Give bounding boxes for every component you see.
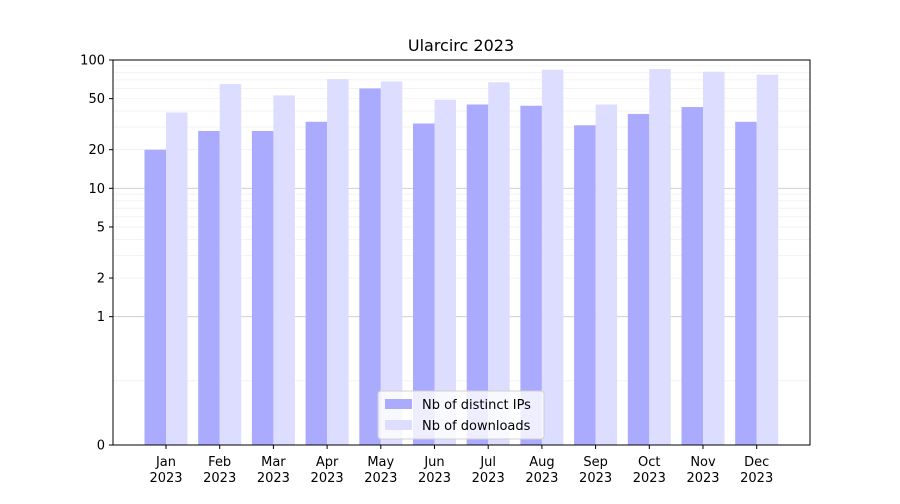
- bar-downloads: [219, 84, 242, 445]
- legend-label: Nb of downloads: [422, 419, 531, 434]
- y-tick-label: 20: [88, 143, 105, 158]
- x-tick-label: Mar 2023: [257, 455, 290, 486]
- y-tick-label: 50: [88, 92, 105, 107]
- bar-distinct-ips: [413, 123, 435, 446]
- bar-distinct-ips: [251, 130, 274, 445]
- legend-box: [377, 390, 545, 440]
- bar-distinct-ips: [574, 125, 596, 446]
- bar-distinct-ips: [144, 149, 166, 445]
- bar-distinct-ips: [466, 104, 489, 445]
- bar-downloads: [595, 104, 618, 445]
- y-tick-label: 5: [97, 220, 105, 235]
- y-tick-label: 0: [97, 439, 105, 454]
- bar-downloads: [166, 112, 188, 445]
- bar-downloads: [434, 99, 456, 445]
- chart-title: Ularcirc 2023: [408, 36, 514, 55]
- legend-swatch: [385, 399, 412, 409]
- bar-downloads: [703, 71, 725, 446]
- bar-distinct-ips: [198, 130, 220, 445]
- legend-swatch: [385, 420, 412, 430]
- x-tick-label: Sep 2023: [579, 455, 612, 486]
- bar-distinct-ips: [520, 105, 542, 446]
- legend: Nb of distinct IPs Nb of downloads: [377, 390, 545, 440]
- bars-layer: [144, 69, 779, 446]
- x-tick-label: May 2023: [364, 455, 397, 486]
- x-tick-label: Jun 2023: [418, 455, 451, 486]
- y-tick-label: 100: [80, 54, 105, 69]
- x-tick-label: Feb 2023: [203, 455, 236, 486]
- x-tick-label: Dec 2023: [740, 455, 773, 486]
- bar-distinct-ips: [359, 88, 381, 446]
- y-tick-label: 10: [88, 182, 105, 197]
- x-tick-label: Jan 2023: [149, 455, 182, 486]
- x-tick-label: Apr 2023: [311, 455, 344, 486]
- bar-distinct-ips: [627, 113, 650, 446]
- bar-distinct-ips: [735, 121, 757, 445]
- x-tick-label: Oct 2023: [633, 455, 666, 486]
- bar-downloads: [756, 74, 779, 446]
- bar-downloads: [649, 69, 671, 445]
- x-tick-label: Nov 2023: [686, 455, 719, 486]
- legend-label: Nb of distinct IPs: [422, 398, 531, 413]
- y-axis: 0 1 2 5 10 20 50 100: [80, 54, 113, 454]
- bar-downloads: [380, 81, 403, 445]
- y-tick-label: 2: [97, 272, 105, 287]
- bar-distinct-ips: [681, 107, 703, 446]
- bar-downloads: [541, 69, 564, 445]
- x-tick-label: Aug 2023: [525, 455, 558, 486]
- bar-downloads: [327, 79, 349, 446]
- bar-downloads: [273, 95, 295, 446]
- x-tick-label: Jul 2023: [472, 455, 505, 486]
- x-axis: Jan 2023 Feb 2023 Mar 2023 Apr 2023 May 2023 Jun 20…: [149, 445, 773, 486]
- y-tick-label: 1: [97, 310, 105, 325]
- bar-distinct-ips: [305, 121, 328, 445]
- plot-frame: [112, 59, 811, 446]
- bar-downloads: [488, 82, 510, 445]
